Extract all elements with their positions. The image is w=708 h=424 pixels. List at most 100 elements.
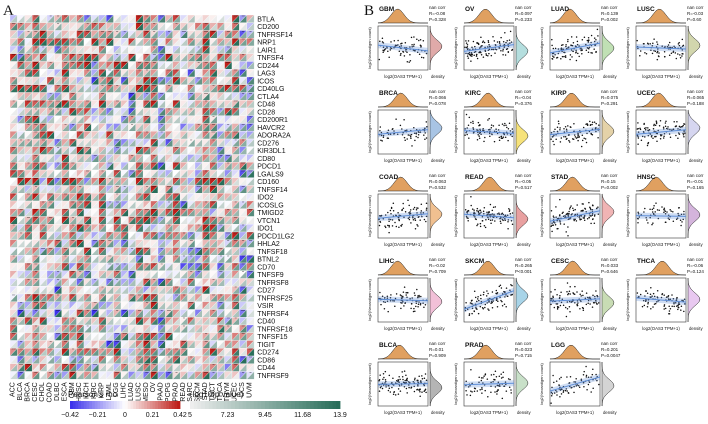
significance-stars: ** — [161, 309, 163, 313]
significance-stars: *** — [108, 255, 111, 259]
significance-stars: *** — [79, 38, 82, 42]
significance-stars: ** — [190, 355, 192, 359]
significance-stars: ** — [235, 286, 237, 290]
significance-stars: ** — [50, 293, 52, 297]
significance-stars: **** — [123, 208, 127, 212]
legend-rho-tick: 0 — [123, 412, 127, 419]
significance-stars: *** — [145, 363, 148, 367]
legend-p-tick: 7.23 — [221, 412, 235, 419]
scatter-point — [644, 128, 647, 131]
significance-stars: *** — [64, 193, 67, 197]
heatmap-row-label: CD70 — [257, 264, 275, 271]
significance-stars: **** — [226, 107, 230, 111]
significance-stars: **** — [108, 162, 112, 166]
significance-stars: ** — [242, 53, 244, 57]
significance-stars: ** — [27, 138, 29, 142]
significance-stars: **** — [204, 38, 208, 42]
scatter-point — [476, 207, 479, 210]
significance-stars: ** — [42, 200, 44, 204]
scatter-point — [425, 220, 427, 223]
significance-stars: ** — [153, 216, 155, 220]
significance-stars: ** — [35, 355, 37, 359]
scatter-point — [409, 135, 412, 138]
legend-p-swatch — [190, 401, 195, 409]
scatter-point — [417, 207, 419, 209]
significance-stars: ** — [27, 278, 29, 282]
scatter-point — [505, 124, 507, 126]
significance-stars: *** — [234, 293, 237, 297]
significance-stars: *** — [138, 169, 141, 173]
scatter-point — [561, 55, 564, 58]
scatter-point — [498, 212, 500, 214]
scatter-point — [491, 209, 494, 212]
significance-stars: *** — [12, 76, 15, 80]
legend-rho-swatch — [114, 401, 118, 409]
heatmap-row-label: ICOS — [257, 78, 274, 85]
scatter-point — [640, 139, 643, 142]
r-value: R=0.139 — [601, 11, 619, 16]
significance-stars: ** — [42, 100, 44, 104]
scatter-point — [585, 49, 588, 51]
significance-stars: **** — [137, 216, 141, 220]
y-axis-label: log2(Neoantigen count) — [453, 111, 458, 153]
significance-stars: *** — [71, 355, 74, 359]
scatter-point — [417, 225, 419, 227]
side-density — [515, 26, 529, 71]
significance-stars: **** — [204, 231, 208, 235]
significance-stars: *** — [205, 247, 208, 251]
significance-stars: *** — [49, 100, 52, 104]
scatter-point — [552, 47, 555, 50]
significance-stars: ** — [227, 239, 229, 243]
significance-stars: *** — [27, 293, 30, 297]
significance-stars: **** — [211, 200, 215, 204]
significance-stars: ** — [153, 30, 155, 34]
scatter-point — [676, 120, 678, 123]
significance-stars: **** — [234, 301, 238, 305]
scatter-point — [393, 40, 396, 42]
scatter-point — [562, 44, 564, 46]
significance-stars: *** — [101, 247, 104, 251]
scatter-point — [597, 137, 599, 139]
significance-stars: ** — [242, 224, 244, 228]
density-axis-label: density — [431, 158, 445, 163]
significance-stars: **** — [49, 76, 53, 80]
significance-stars: *** — [20, 61, 23, 65]
scatter-point — [400, 224, 402, 227]
scatter-point — [664, 122, 667, 124]
significance-stars: ** — [64, 45, 66, 49]
scatter-point — [487, 40, 490, 42]
legend-p-swatch — [268, 401, 273, 409]
significance-stars: **** — [204, 92, 208, 96]
scatter-point — [381, 41, 384, 43]
scatter-point — [467, 210, 470, 212]
scatter-point — [639, 55, 641, 57]
scatter-point — [506, 39, 508, 42]
heatmap-row-label: CD200R1 — [257, 117, 288, 124]
side-density — [429, 109, 443, 154]
significance-stars: *** — [27, 262, 30, 266]
significance-stars: *** — [12, 162, 15, 166]
scatter-point — [637, 137, 640, 139]
significance-stars: *** — [219, 146, 222, 150]
significance-stars: *** — [234, 69, 237, 73]
legend-rho-swatch — [70, 401, 74, 409]
significance-stars: ** — [227, 131, 229, 135]
scatter-point — [490, 222, 492, 224]
scatter-point — [493, 40, 496, 42]
scatter-point — [658, 52, 660, 54]
significance-stars: *** — [153, 348, 156, 352]
scatter-point — [464, 46, 466, 49]
scatter-point — [566, 137, 568, 140]
scatter-point — [425, 137, 428, 139]
significance-stars: *** — [34, 30, 37, 34]
significance-stars: *** — [138, 146, 141, 150]
significance-stars: *** — [227, 45, 230, 49]
significance-stars: **** — [34, 301, 38, 305]
significance-stars: *** — [175, 286, 178, 290]
significance-stars: **** — [211, 30, 215, 34]
legend-p-swatch — [310, 401, 315, 409]
heatmap-row-label: CD44 — [257, 365, 275, 372]
significance-stars: **** — [234, 131, 238, 135]
scatter-point — [639, 127, 641, 130]
